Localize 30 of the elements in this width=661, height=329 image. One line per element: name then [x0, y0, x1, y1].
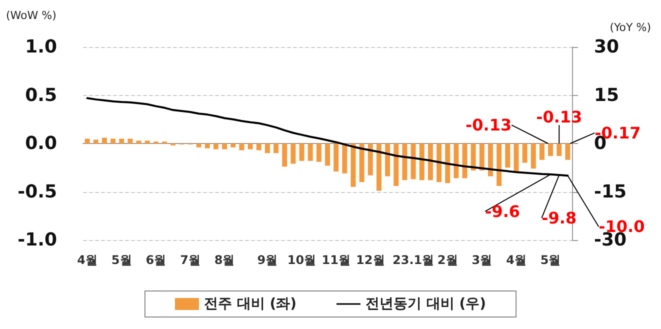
x-tick-label: 12월: [356, 253, 385, 267]
y-tick-label: -1.0: [18, 230, 57, 250]
x-tick-label: 5월: [111, 253, 132, 267]
y2-axis-title: (YoY %): [610, 21, 652, 34]
x-tick-label: 11월: [322, 253, 350, 267]
x-tick-label: 9월: [257, 253, 278, 267]
y-tick-label: 0.0: [25, 133, 57, 154]
y2-tick-label: 30: [594, 36, 620, 58]
y-tick-label: 1.0: [25, 36, 57, 58]
y-axis-title: (WoW %): [6, 9, 56, 22]
y2-tick-label: 15: [594, 84, 620, 106]
y2-tick-label: -15: [594, 181, 627, 202]
x-tick-label: 4월: [77, 253, 98, 267]
data-label: -9.8: [542, 208, 577, 228]
x-tick-label: 7월: [180, 253, 200, 267]
y-tick-label: 0.5: [25, 84, 57, 106]
x-tick-label: 4월: [506, 253, 526, 267]
x-tick-label: 10월: [287, 253, 316, 267]
data-label: -0.13: [465, 116, 512, 135]
legend-label: 전년동기 대비 (우): [366, 296, 486, 312]
data-label: -9.6: [485, 202, 520, 221]
x-tick-label: 6월: [146, 253, 166, 267]
x-tick-label: 2월: [437, 253, 458, 267]
y-tick-label: -0.5: [18, 181, 57, 202]
x-tick-label: 5월: [540, 253, 561, 267]
x-tick-label: 23.1월: [392, 253, 434, 267]
x-tick-label: 3월: [472, 253, 492, 267]
data-label: -0.13: [536, 108, 582, 127]
legend-label: 전주 대비 (좌): [204, 296, 296, 312]
x-tick-label: 8월: [214, 253, 235, 267]
